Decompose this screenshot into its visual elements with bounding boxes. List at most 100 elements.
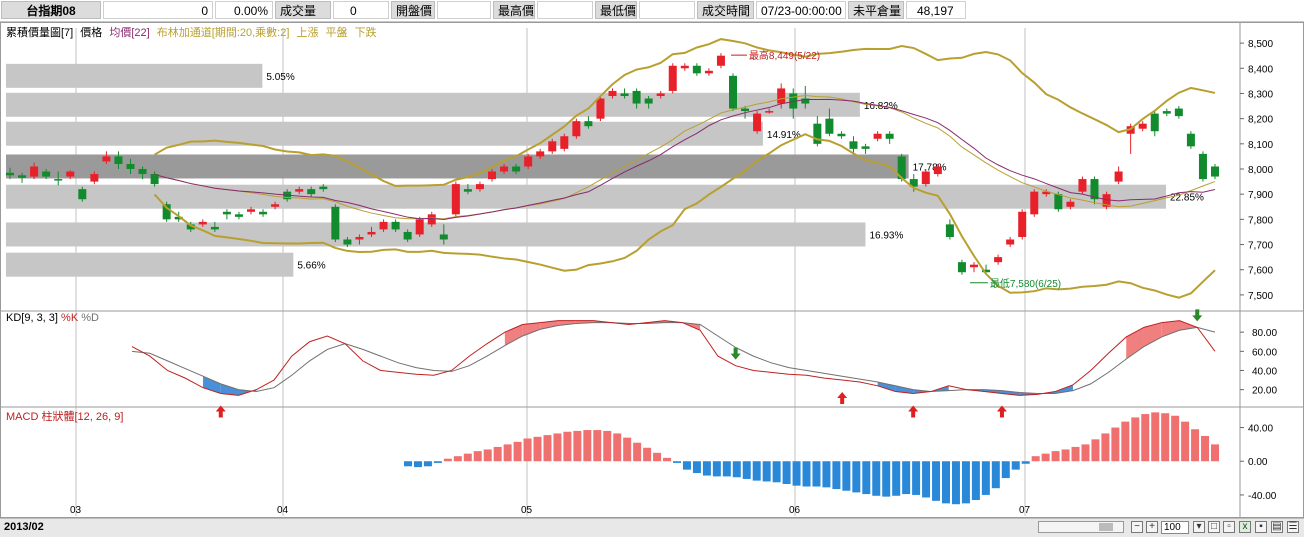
- candle-body: [247, 209, 255, 212]
- macd-bar: [842, 461, 851, 491]
- macd-bar: [673, 461, 681, 463]
- macd-bar: [792, 461, 801, 486]
- scrollbar[interactable]: [1038, 521, 1124, 533]
- candle-body: [1042, 191, 1051, 195]
- macd-bar: [523, 438, 532, 462]
- candle-body: [198, 221, 207, 225]
- bollinger-lower-line: [153, 133, 1216, 299]
- zoom-input[interactable]: 100: [1161, 521, 1189, 534]
- candle-body: [66, 171, 75, 177]
- save-icon[interactable]: ▪: [1255, 521, 1267, 533]
- candle-body: [741, 108, 750, 112]
- minimize-icon[interactable]: ▫: [1223, 521, 1235, 533]
- price-chart[interactable]: 7,500 7,600 7,700 7,800 7,900 8,000 8,100 8,200…: [0, 22, 1304, 518]
- open-label: 開盤價: [391, 1, 435, 19]
- candle-body: [463, 189, 472, 192]
- sell-signal-arrow: [1192, 309, 1203, 322]
- price-tick-label: 7,500: [1248, 291, 1273, 302]
- time-label: 成交時間: [697, 1, 754, 19]
- volume-profile-bar: [6, 222, 866, 247]
- legend-down: 下跌: [354, 27, 377, 39]
- candle-body: [620, 93, 629, 96]
- buy-signal-arrow: [996, 405, 1007, 418]
- change-value: 0: [103, 1, 213, 19]
- macd-bar: [1011, 461, 1020, 470]
- kd-fill-segment: [203, 376, 221, 394]
- print-icon[interactable]: ▤: [1271, 521, 1283, 533]
- kd-k-label: %K: [61, 312, 79, 324]
- volume-profile-bar: [6, 63, 263, 88]
- candle-body: [415, 219, 424, 235]
- window-icon[interactable]: □: [1208, 521, 1220, 533]
- candle-body: [18, 175, 27, 178]
- candle-body: [692, 65, 701, 74]
- volume-profile-label: 5.66%: [297, 261, 325, 272]
- macd-bar: [1091, 439, 1100, 462]
- low-annotation: 最低7,580(6/25): [990, 277, 1061, 290]
- macd-bar: [902, 461, 911, 495]
- kd-fill-segment: [522, 322, 541, 336]
- pan-down-icon[interactable]: ▾: [1193, 521, 1205, 533]
- month-tick-label: 05: [521, 505, 533, 516]
- candle-body: [1211, 166, 1219, 177]
- symbol-label[interactable]: 台指期08: [1, 1, 101, 19]
- macd-bar: [483, 449, 492, 462]
- candle-body: [970, 264, 978, 268]
- kd-d-line: [131, 322, 1216, 394]
- month-tick-label: 04: [277, 505, 289, 516]
- candle-body: [536, 151, 545, 157]
- price-tick-label: 8,500: [1248, 39, 1273, 50]
- month-tick-label: 06: [789, 505, 801, 516]
- scrollbar-thumb[interactable]: [1099, 523, 1113, 531]
- macd-bar: [553, 433, 562, 462]
- candle-body: [777, 88, 786, 104]
- macd-bar: [712, 461, 721, 477]
- candle-body: [271, 204, 280, 207]
- excel-icon[interactable]: x: [1239, 521, 1251, 533]
- candle-body: [1150, 113, 1159, 132]
- macd-bar: [613, 433, 622, 462]
- settings-icon[interactable]: ☰: [1287, 521, 1299, 533]
- macd-bar: [1121, 421, 1130, 462]
- candle-body: [584, 121, 593, 127]
- candle-body: [945, 224, 954, 237]
- macd-bar: [1111, 427, 1120, 462]
- open-value: [437, 1, 491, 19]
- time-value: 07/23-00:00:00: [756, 1, 846, 19]
- zoom-out-icon[interactable]: −: [1131, 521, 1143, 533]
- candle-body: [439, 234, 448, 240]
- candle-body: [403, 231, 412, 240]
- legend-boll: 布林加通道[期間:20,乘數:2]: [156, 27, 290, 39]
- macd-bar: [1171, 415, 1180, 462]
- candle-body: [656, 93, 665, 96]
- kd-fill-segment: [504, 324, 523, 346]
- candle-body: [427, 214, 436, 225]
- macd-bar: [1041, 453, 1050, 462]
- candle-body: [1066, 201, 1075, 207]
- kd-k-line: [131, 320, 1216, 396]
- candle-body: [150, 174, 159, 185]
- candle-body: [608, 90, 617, 96]
- candle-body: [994, 257, 1003, 263]
- kd-tick-label: 60.00: [1252, 347, 1277, 358]
- zoom-in-icon[interactable]: +: [1146, 521, 1158, 533]
- macd-bar: [493, 446, 502, 462]
- volume-profile-label: 22.85%: [1170, 193, 1204, 204]
- macd-bar: [573, 430, 582, 462]
- change-pct-value: 0.00%: [215, 1, 273, 19]
- candle-body: [42, 171, 51, 177]
- macd-bar: [1151, 412, 1160, 462]
- volume-profile-label: 14.91%: [767, 130, 801, 141]
- macd-bar: [932, 461, 941, 501]
- kd-fill-segment: [1126, 327, 1144, 359]
- kd-fill-segment: [540, 320, 559, 330]
- macd-tick-label: 40.00: [1248, 424, 1273, 435]
- macd-bar: [802, 461, 811, 487]
- price-tick-label: 8,200: [1248, 115, 1273, 126]
- candle-body: [343, 239, 352, 245]
- bollinger-upper-line: [154, 38, 1216, 188]
- low-value: [639, 1, 695, 19]
- legend-ma: 均價[22]: [109, 27, 150, 39]
- candle-body: [632, 90, 641, 104]
- macd-bar: [832, 461, 841, 490]
